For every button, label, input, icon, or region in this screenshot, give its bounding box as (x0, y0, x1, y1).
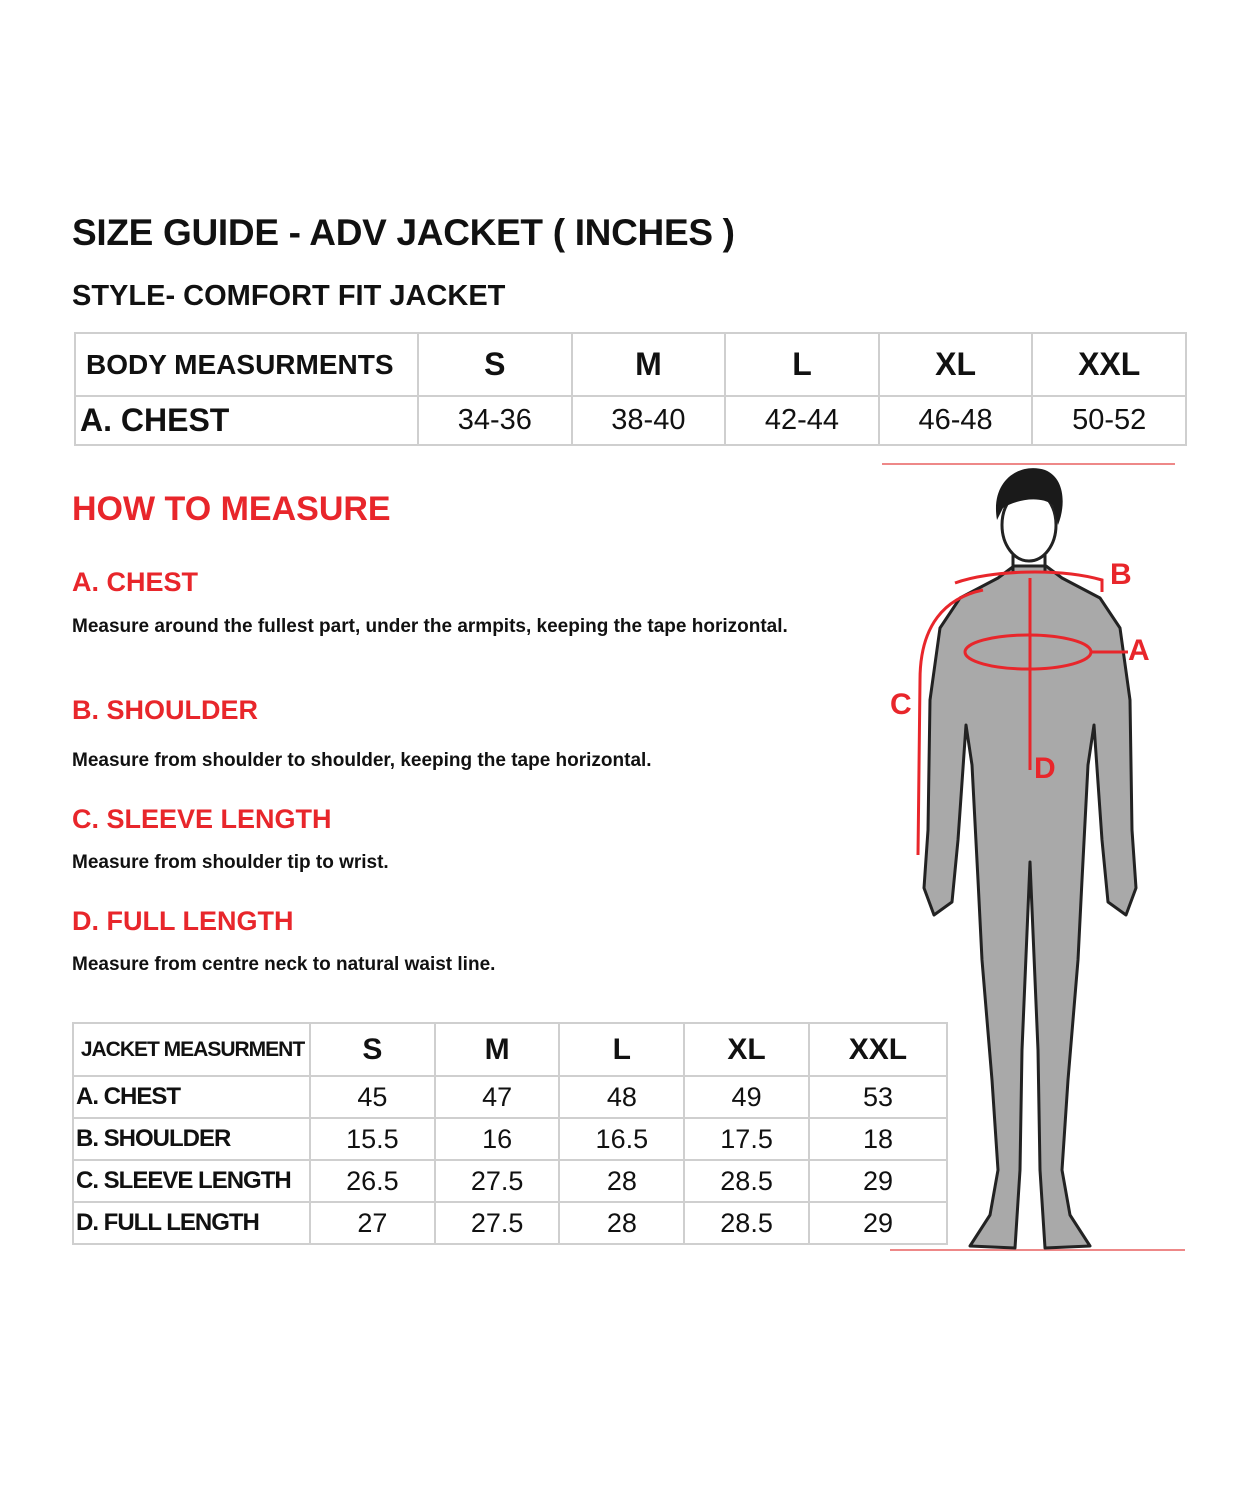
table-row: D. FULL LENGTH 27 27.5 28 28.5 29 (72, 1201, 949, 1245)
jacket-measurements-table: JACKET MEASURMENT S M L XL XXL A. CHEST … (72, 1022, 949, 1245)
table-cell: 17.5 (683, 1117, 810, 1161)
table-cell: 46-48 (877, 395, 1034, 446)
table-cell: 28 (558, 1159, 686, 1203)
header-cell: XL (877, 332, 1034, 397)
how-to-measure-heading: HOW TO MEASURE (72, 490, 391, 528)
section-title-sleeve: C. SLEEVE LENGTH (72, 804, 332, 834)
row-label: D. FULL LENGTH (72, 1201, 311, 1245)
header-cell: M (570, 332, 727, 397)
table-cell: 27.5 (433, 1159, 561, 1203)
table-cell: 18 (807, 1117, 949, 1161)
row-label: A. CHEST (72, 1075, 311, 1119)
header-cell: XXL (1031, 332, 1187, 397)
table-cell: 49 (683, 1075, 810, 1119)
table-cell: 16.5 (558, 1117, 686, 1161)
table-header-row: BODY MEASURMENTS S M L XL XXL (74, 332, 1187, 397)
table-cell: 27 (309, 1201, 436, 1245)
table-row: A. CHEST 34-36 38-40 42-44 46-48 50-52 (74, 395, 1187, 446)
table-row: B. SHOULDER 15.5 16 16.5 17.5 18 (72, 1117, 949, 1161)
label-c: C (890, 688, 912, 721)
table-cell: 29 (807, 1159, 949, 1203)
section-text-shoulder: Measure from shoulder to shoulder, keepi… (72, 750, 652, 771)
line-a (963, 633, 1093, 671)
table-cell: 34-36 (417, 395, 573, 446)
header-cell: BODY MEASURMENTS (74, 332, 419, 397)
table-header-row: JACKET MEASURMENT S M L XL XXL (72, 1022, 949, 1077)
header-cell: XXL (807, 1022, 949, 1077)
label-d: D (1034, 752, 1056, 785)
table-cell: 26.5 (309, 1159, 436, 1203)
table-cell: 45 (309, 1075, 436, 1119)
section-text-chest: Measure around the fullest part, under t… (72, 616, 788, 637)
section-title-shoulder: B. SHOULDER (72, 695, 259, 725)
body-measurements-table: BODY MEASURMENTS S M L XL XXL A. CHEST 3… (74, 332, 1187, 446)
measurement-lines (916, 570, 1128, 856)
line-c (916, 588, 984, 856)
table-cell: 48 (558, 1075, 686, 1119)
table-cell: 29 (807, 1201, 949, 1245)
hair (995, 468, 1063, 525)
table-cell: 28.5 (683, 1201, 810, 1245)
header-cell: XL (683, 1022, 810, 1077)
table-row: A. CHEST 45 47 48 49 53 (72, 1075, 949, 1119)
section-text-length: Measure from centre neck to natural wais… (72, 954, 496, 975)
header-cell: L (558, 1022, 686, 1077)
section-title-chest: A. CHEST (72, 567, 199, 597)
section-title-length: D. FULL LENGTH (72, 906, 294, 936)
table-cell: 28 (558, 1201, 686, 1245)
table-cell: 42-44 (724, 395, 880, 446)
head (1000, 487, 1058, 563)
row-label: C. SLEEVE LENGTH (72, 1159, 311, 1203)
table-cell: 28.5 (683, 1159, 810, 1203)
table-cell: 27.5 (433, 1201, 561, 1245)
label-a: A (1128, 634, 1150, 667)
section-text-sleeve: Measure from shoulder tip to wrist. (72, 852, 389, 873)
table-cell: 16 (433, 1117, 561, 1161)
header-cell: S (417, 332, 573, 397)
page-title: SIZE GUIDE - ADV JACKET ( INCHES ) (72, 212, 735, 253)
row-label: A. CHEST (74, 395, 419, 446)
neck (1011, 555, 1047, 572)
header-cell: S (309, 1022, 436, 1077)
label-b: B (1110, 558, 1132, 591)
row-label: B. SHOULDER (72, 1117, 311, 1161)
header-cell: M (433, 1022, 561, 1077)
table-row: C. SLEEVE LENGTH 26.5 27.5 28 28.5 29 (72, 1159, 949, 1203)
table-cell: 38-40 (570, 395, 727, 446)
table-cell: 53 (807, 1075, 949, 1119)
header-cell: JACKET MEASURMENT (72, 1022, 311, 1077)
page-subtitle: STYLE- COMFORT FIT JACKET (72, 280, 506, 312)
line-b (954, 570, 1104, 592)
table-cell: 50-52 (1031, 395, 1187, 446)
body-silhouette (922, 564, 1138, 1250)
table-cell: 15.5 (309, 1117, 436, 1161)
table-cell: 47 (433, 1075, 561, 1119)
header-cell: L (724, 332, 880, 397)
